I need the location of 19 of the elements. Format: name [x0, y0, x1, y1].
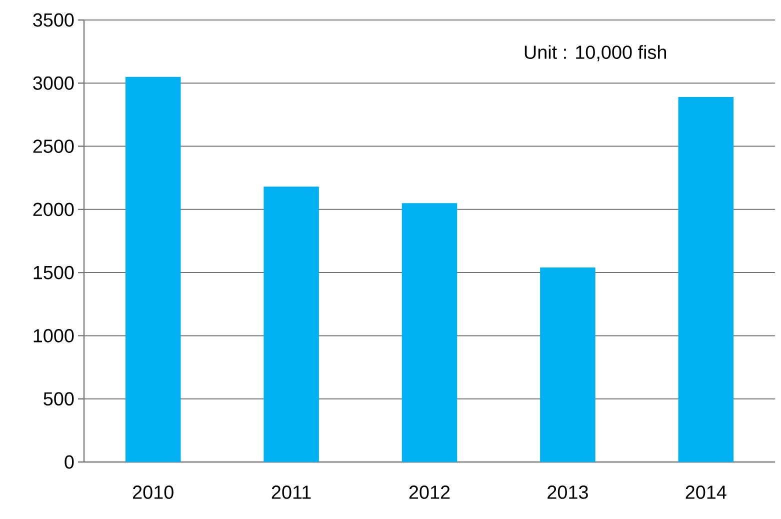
x-tick-label: 2010 — [133, 486, 174, 499]
y-tick-label: 3500 — [33, 13, 74, 27]
x-tick-label: 2011 — [272, 486, 311, 499]
y-tick-label: 2500 — [33, 140, 74, 153]
bar — [540, 268, 596, 462]
x-tick-label: 2012 — [409, 486, 450, 499]
x-tick-label: 2014 — [686, 486, 726, 499]
y-tick-label: 1500 — [34, 266, 74, 280]
bar — [678, 97, 734, 462]
y-tick-label: 500 — [44, 392, 74, 406]
y-tick-label: 3000 — [33, 76, 74, 90]
y-tick-label: 1000 — [34, 329, 74, 342]
bar — [264, 186, 319, 462]
x-tick-label: 2013 — [548, 486, 588, 499]
y-tick-label: 2000 — [33, 202, 74, 216]
bar — [125, 76, 181, 462]
bar — [402, 203, 458, 462]
y-tick-label: 0 — [64, 455, 74, 469]
annotation: Unit : 10,000 fish — [524, 45, 666, 62]
